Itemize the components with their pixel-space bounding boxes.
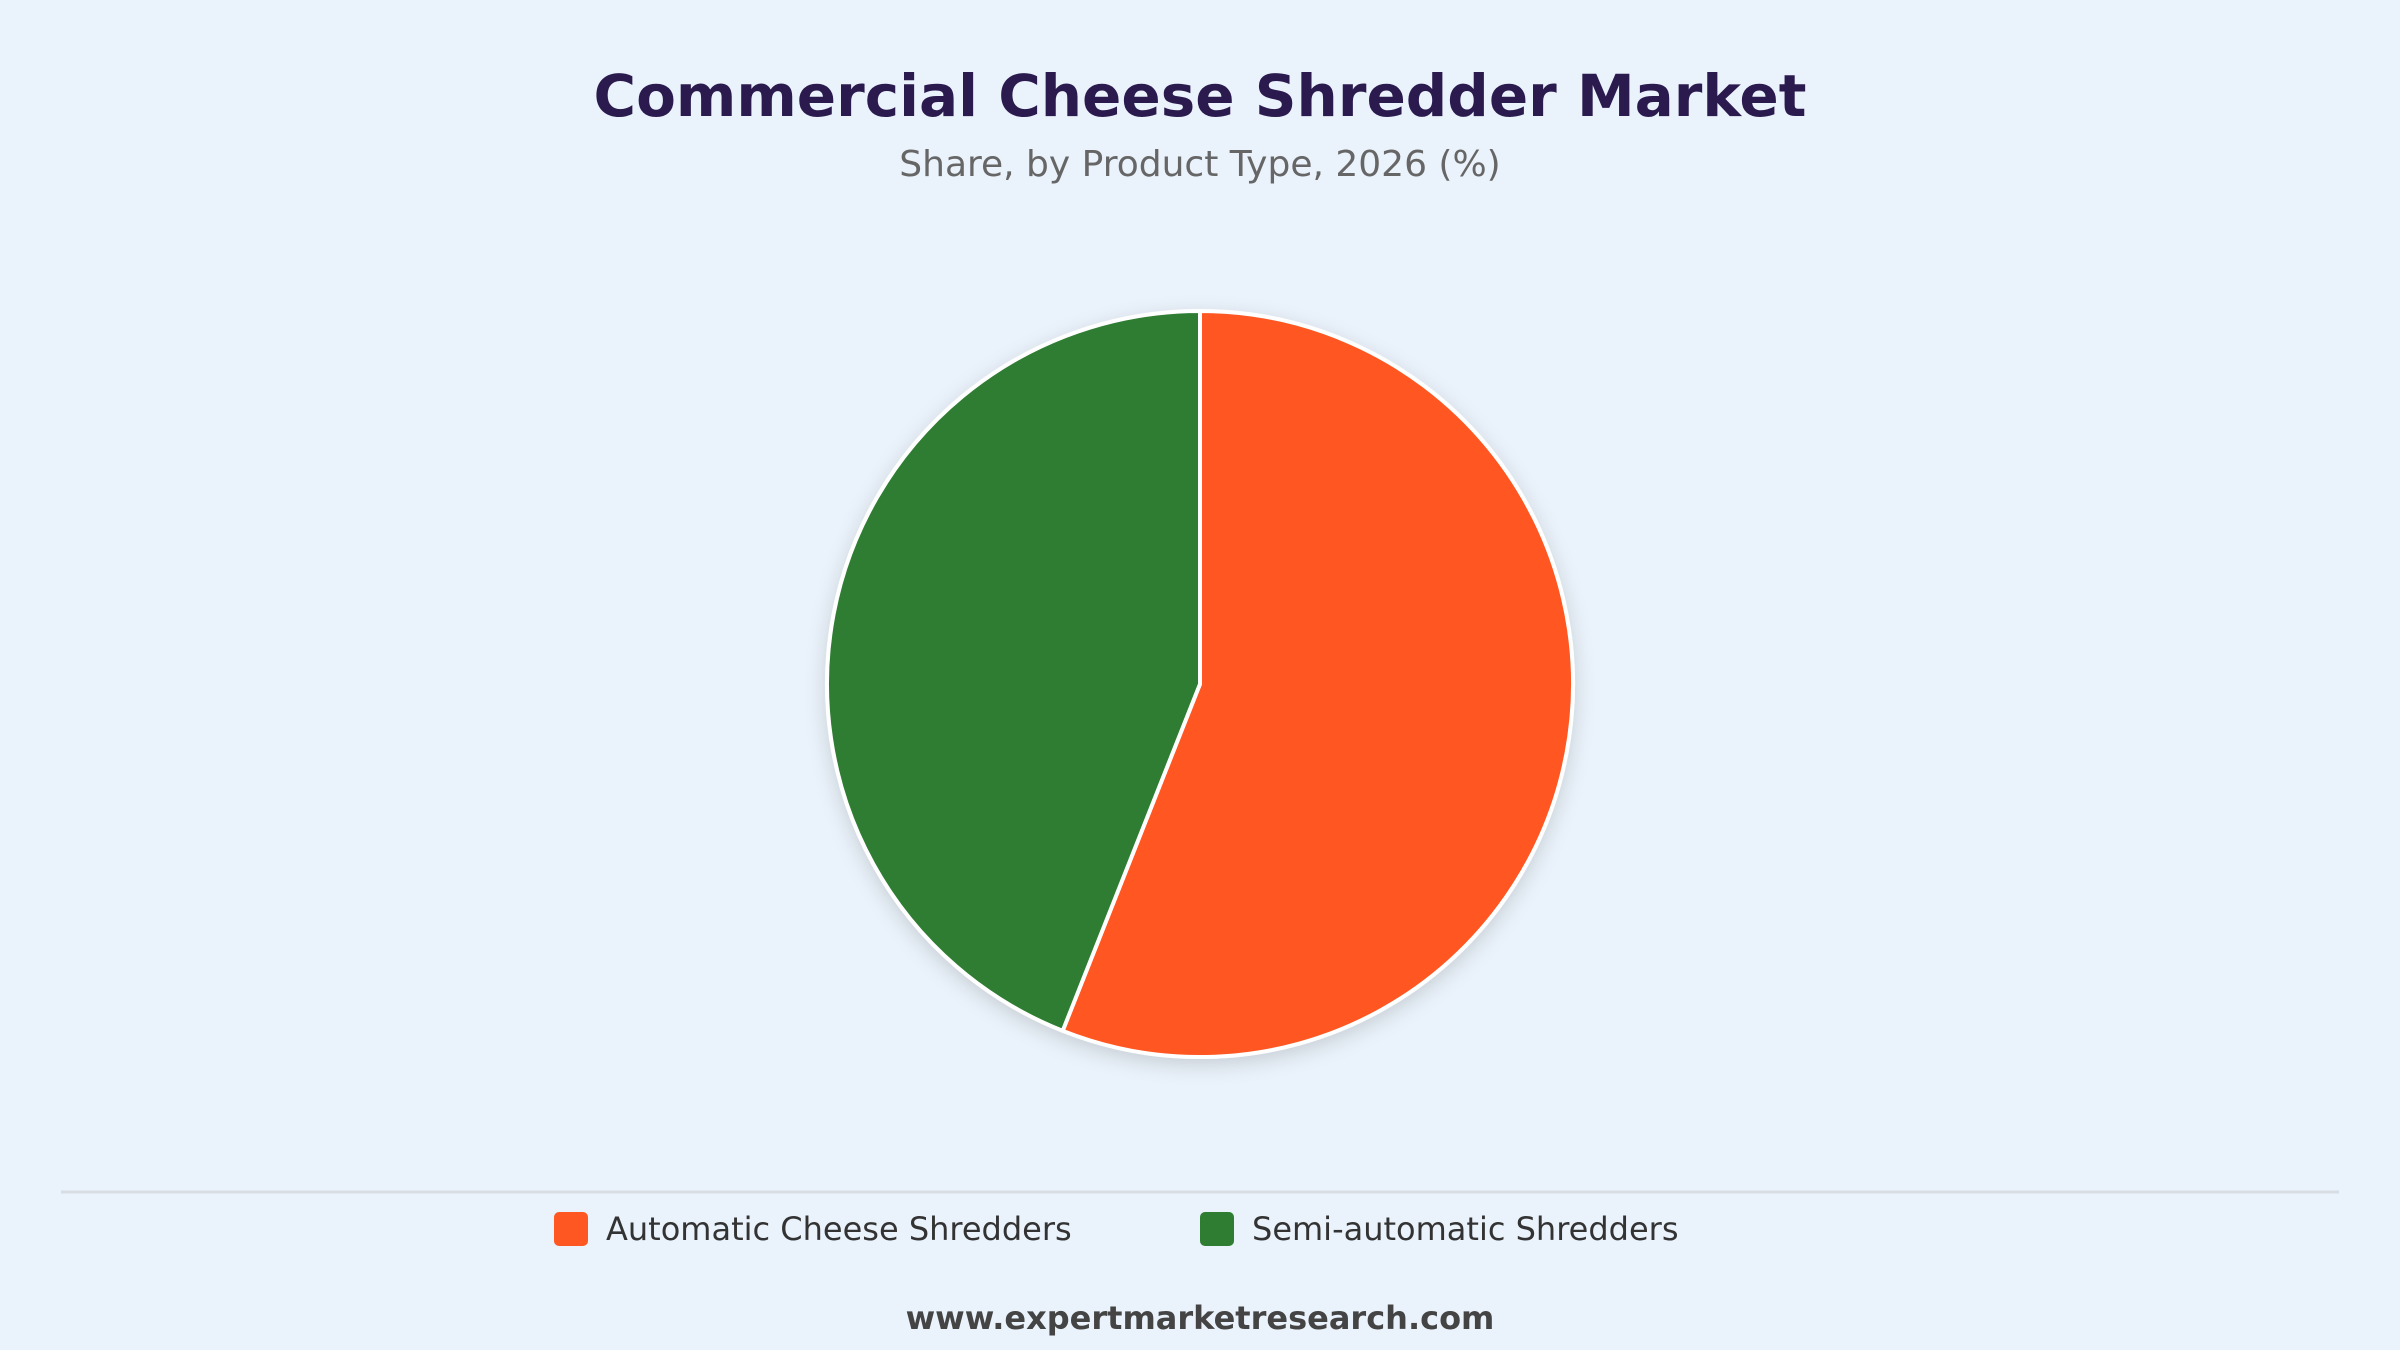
chart-title: Commercial Cheese Shredder Market (594, 62, 1807, 130)
legend-swatch (1200, 1212, 1234, 1246)
legend-label: Semi-automatic Shredders (1252, 1210, 1678, 1248)
legend-swatch (554, 1212, 588, 1246)
legend-label: Automatic Cheese Shredders (606, 1210, 1072, 1248)
pie-slice (1060, 308, 1575, 1059)
source: www.expertmarketresearch.com (906, 1299, 1495, 1337)
chart-subtitle: Share, by Product Type, 2026 (%) (899, 144, 1500, 185)
pie (824, 308, 1575, 1059)
pie-slice (824, 308, 1202, 1034)
legend: Automatic Cheese Shredders Semi-automatic… (554, 1210, 1678, 1248)
